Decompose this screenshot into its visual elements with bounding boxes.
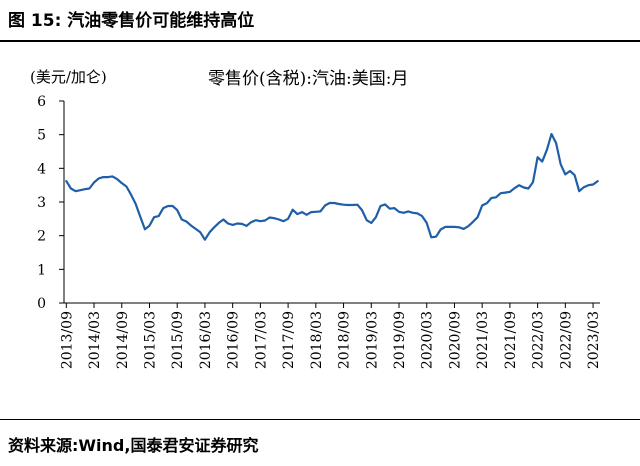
source-note: 资料来源:Wind,国泰君安证券研究 — [8, 436, 259, 455]
top-rule — [0, 40, 640, 42]
x-tick-label: 2022/03 — [531, 311, 547, 369]
y-tick-label: 2 — [37, 229, 46, 245]
y-tick-label: 1 — [37, 262, 46, 278]
x-tick-label: 2015/09 — [170, 311, 186, 369]
x-tick-label: 2019/03 — [364, 311, 380, 369]
x-tick-label: 2015/03 — [142, 311, 158, 369]
y-tick-label: 5 — [37, 128, 46, 144]
x-tick-label: 2020/09 — [447, 311, 463, 369]
x-tick-label: 2016/03 — [198, 311, 214, 369]
x-tick-label: 2022/09 — [558, 311, 574, 369]
x-tick-label: 2018/09 — [337, 311, 353, 369]
x-tick-label: 2018/03 — [309, 311, 325, 369]
y-tick-label: 0 — [37, 296, 46, 312]
x-tick-label: 2019/09 — [392, 311, 408, 369]
y-axis-unit-label: (美元/加仑) — [30, 68, 107, 86]
chart-title: 零售价(含税):汽油:美国:月 — [208, 69, 409, 89]
y-tick-label: 4 — [37, 161, 46, 177]
x-tick-label: 2023/03 — [586, 311, 602, 369]
x-tick-label: 2017/09 — [281, 311, 297, 369]
y-tick-label: 3 — [37, 195, 46, 211]
x-tick-label: 2017/03 — [253, 311, 269, 369]
y-tick-label: 6 — [37, 94, 46, 110]
x-tick-label: 2014/03 — [87, 311, 103, 369]
y-axis-ticks: 0 1 2 3 4 5 6 — [37, 94, 64, 312]
x-tick-label: 2021/09 — [503, 311, 519, 369]
series-group — [65, 132, 599, 241]
bottom-rule — [0, 419, 640, 420]
x-tick-label: 2013/09 — [59, 311, 75, 369]
figure-title: 图 15: 汽油零售价可能维持高位 — [8, 11, 255, 31]
x-tick-label: 2014/09 — [115, 311, 131, 369]
series-line — [65, 132, 599, 241]
x-axis-ticks: 2013/09 2014/03 2014/09 2015/03 2015/09 2016/… — [59, 303, 602, 369]
line-chart: 0 1 2 3 4 5 6 2013/09 2014/03 2014/09 2015/03 2015… — [37, 94, 602, 369]
x-tick-label: 2021/03 — [475, 311, 491, 369]
x-tick-label: 2016/09 — [226, 311, 242, 369]
x-tick-label: 2020/03 — [420, 311, 436, 369]
